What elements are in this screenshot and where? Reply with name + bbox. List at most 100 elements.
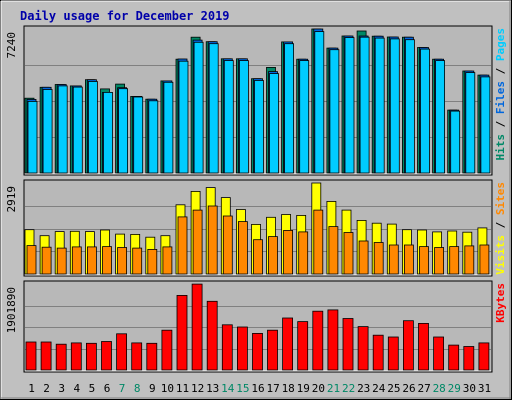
bar-pages-day-30 — [465, 72, 476, 174]
bar-sites-day-30 — [464, 245, 475, 275]
bar-sites-day-6 — [102, 246, 112, 275]
bar-sites-day-27 — [419, 246, 429, 275]
bar-sites-day-8 — [132, 247, 143, 275]
bar-pages-day-1 — [27, 101, 38, 174]
bar-pages-day-2 — [42, 89, 53, 174]
bar-sites-day-19 — [298, 231, 309, 275]
panel-top-legend: Hits / Files / Pages — [494, 28, 507, 161]
x-tick-label-day-3: 3 — [58, 382, 65, 395]
panel-bottom: 1901890 KBytes — [5, 280, 507, 373]
bar-kbytes-day-6 — [101, 341, 112, 371]
bar-pages-day-15 — [238, 60, 249, 174]
bar-kbytes-day-5 — [86, 342, 97, 371]
bar-pages-day-21 — [329, 49, 340, 174]
bar-kbytes-day-29 — [448, 344, 460, 371]
bar-sites-day-23 — [358, 240, 369, 275]
bar-pages-day-24 — [374, 37, 385, 174]
bar-kbytes-day-9 — [146, 342, 158, 371]
bar-pages-day-31 — [480, 76, 491, 174]
panel-top-max-label: 7240 — [5, 32, 18, 59]
bar-kbytes-day-2 — [40, 341, 52, 371]
bar-sites-day-20 — [313, 209, 324, 275]
x-tick-label-day-15: 15 — [236, 382, 249, 395]
panel-middle: 2919 Visits / Sites — [5, 179, 507, 277]
legend-item-files: Files — [494, 81, 507, 114]
bar-sites-day-14 — [222, 215, 233, 275]
x-tick-label-day-4: 4 — [73, 382, 80, 395]
bar-sites-day-11 — [177, 216, 188, 275]
bar-pages-day-28 — [435, 60, 446, 174]
bar-pages-day-22 — [344, 37, 355, 174]
bar-kbytes-day-18 — [282, 317, 294, 371]
x-tick-label-day-19: 19 — [297, 382, 310, 395]
legend-item-sites: Sites — [494, 182, 507, 215]
bar-sites-day-29 — [449, 246, 460, 275]
bar-kbytes-day-22 — [342, 318, 354, 371]
bar-kbytes-day-27 — [418, 322, 429, 371]
bar-pages-day-4 — [72, 86, 83, 174]
bar-sites-day-9 — [147, 248, 158, 275]
bar-pages-day-6 — [103, 92, 113, 174]
panel-bottom-max-label: 1901890 — [5, 287, 18, 333]
legend-separator: / — [494, 61, 507, 81]
bar-kbytes-day-14 — [221, 324, 233, 371]
panel-bottom-legend: KBytes — [494, 283, 507, 323]
bar-pages-day-10 — [163, 81, 174, 174]
x-tick-label-day-13: 13 — [206, 382, 219, 395]
bar-kbytes-day-4 — [70, 342, 82, 371]
legend-item-hits: Hits — [494, 134, 507, 161]
x-tick-label-day-29: 29 — [448, 382, 461, 395]
bar-pages-day-7 — [118, 88, 128, 174]
bar-kbytes-day-21 — [327, 309, 339, 371]
bar-pages-day-23 — [359, 36, 370, 174]
chart-title: Daily usage for December 2019 — [20, 9, 230, 23]
bar-kbytes-day-3 — [55, 343, 67, 371]
x-tick-label-day-17: 17 — [266, 382, 279, 395]
bar-pages-day-14 — [223, 60, 234, 174]
bar-pages-day-13 — [208, 43, 219, 174]
bar-sites-day-7 — [117, 247, 127, 275]
bar-sites-day-15 — [237, 221, 248, 275]
bar-sites-day-28 — [434, 247, 445, 275]
bar-kbytes-day-11 — [176, 294, 188, 371]
x-tick-label-day-12: 12 — [191, 382, 204, 395]
panel-top: 7240 Hits / Files / Pages — [5, 25, 507, 176]
series-pages — [27, 31, 491, 174]
chart-panels: 7240 Hits / Files / Pages 2919 Visits / Sit… — [5, 25, 507, 373]
bar-pages-day-9 — [148, 100, 159, 174]
bar-pages-day-25 — [389, 38, 400, 174]
bar-pages-day-16 — [254, 80, 264, 174]
bar-kbytes-day-12 — [191, 283, 203, 371]
bar-kbytes-day-17 — [267, 329, 278, 371]
bar-sites-day-25 — [388, 244, 399, 275]
bar-pages-day-11 — [178, 60, 189, 174]
x-tick-label-day-6: 6 — [104, 382, 111, 395]
bar-sites-day-3 — [56, 247, 67, 275]
bar-pages-day-29 — [450, 110, 461, 174]
x-tick-label-day-9: 9 — [149, 382, 156, 395]
bar-pages-day-12 — [193, 41, 204, 174]
x-tick-label-day-16: 16 — [251, 382, 264, 395]
bar-pages-day-20 — [314, 31, 325, 174]
bar-sites-day-17 — [268, 236, 278, 275]
bar-pages-day-5 — [88, 81, 98, 174]
x-tick-label-day-14: 14 — [221, 382, 235, 395]
x-tick-label-day-25: 25 — [387, 382, 400, 395]
legend-separator: / — [494, 215, 507, 235]
bar-sites-day-16 — [253, 239, 263, 275]
x-tick-label-day-5: 5 — [89, 382, 96, 395]
x-tick-label-day-10: 10 — [161, 382, 174, 395]
bar-sites-day-21 — [328, 226, 339, 275]
x-tick-label-day-27: 27 — [417, 382, 430, 395]
x-tick-label-day-20: 20 — [312, 382, 325, 395]
bar-kbytes-day-13 — [206, 300, 218, 371]
bar-sites-day-1 — [26, 245, 37, 275]
bar-pages-day-19 — [299, 60, 310, 174]
bar-sites-day-12 — [192, 209, 203, 275]
bar-kbytes-day-20 — [312, 310, 324, 371]
bar-kbytes-day-1 — [25, 341, 37, 371]
bar-kbytes-day-23 — [357, 326, 369, 371]
bar-kbytes-day-19 — [297, 321, 309, 371]
